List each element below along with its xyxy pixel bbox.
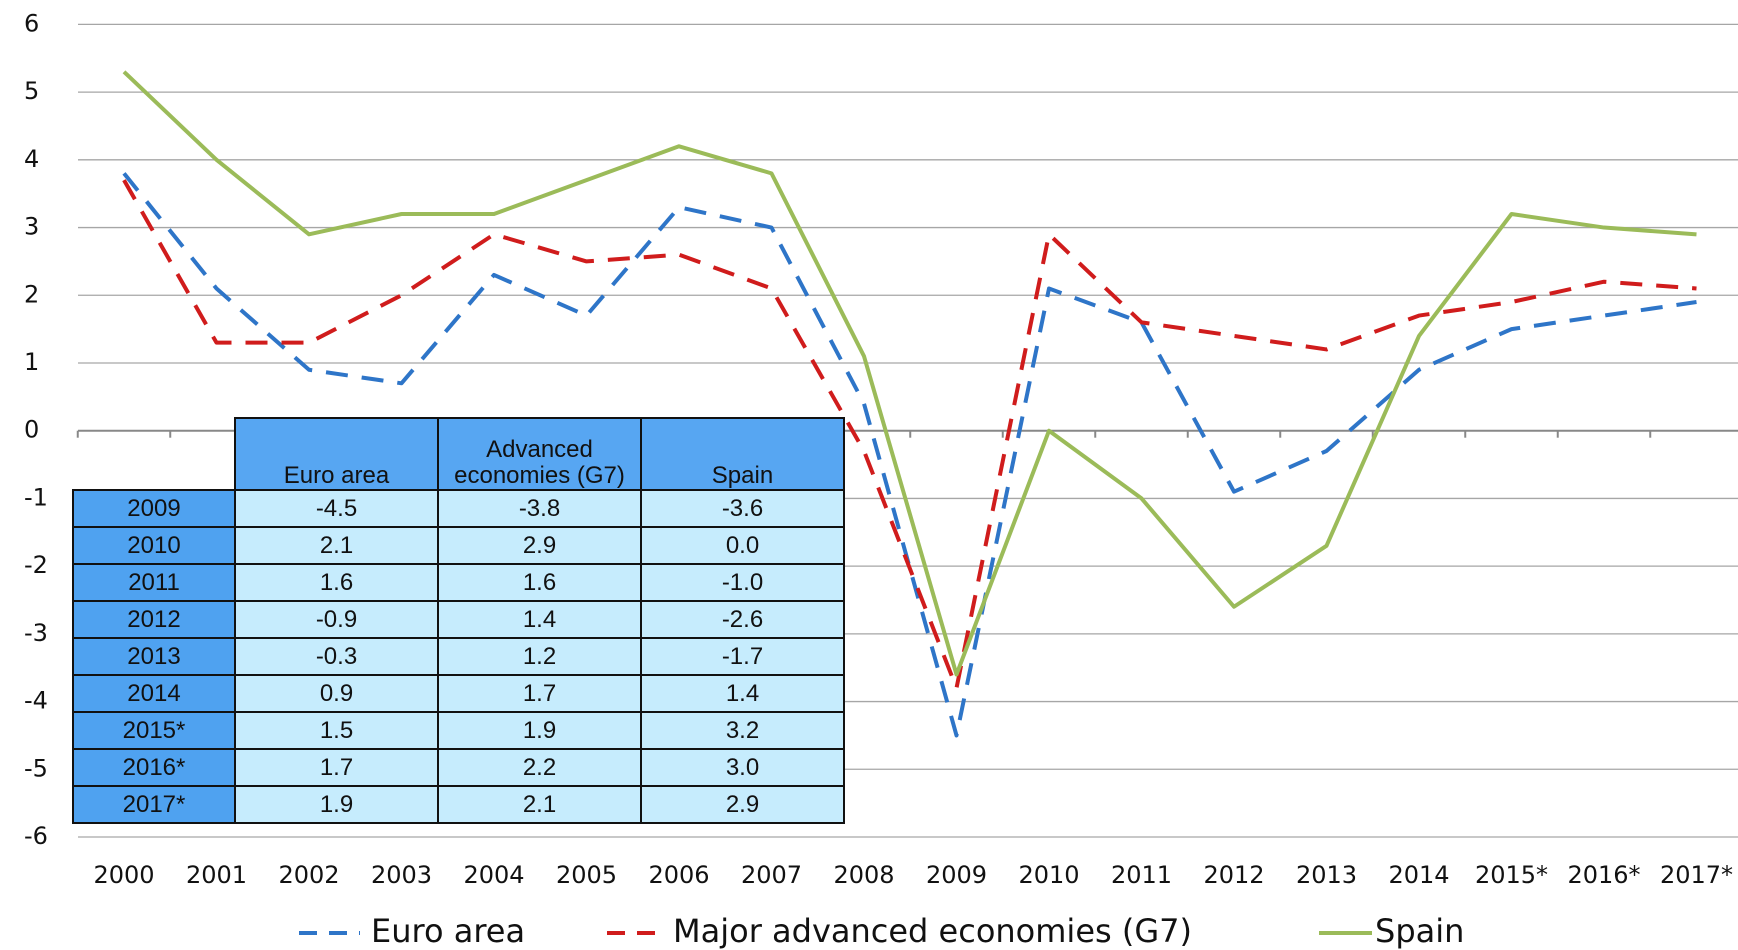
- legend-label: Spain: [1375, 912, 1464, 950]
- table-year: 2012: [72, 600, 236, 639]
- y-tick-label: -6: [24, 822, 48, 850]
- y-tick-label: 1: [24, 348, 39, 376]
- table-row: 2013 -0.3 1.2 -1.7: [72, 637, 845, 676]
- x-tick-label: 2007: [741, 861, 802, 889]
- x-tick-label: 2012: [1203, 861, 1264, 889]
- table-corner: [73, 418, 235, 490]
- y-tick-label: -1: [24, 483, 48, 511]
- table-year: 2014: [72, 674, 236, 713]
- table-cell: 0.0: [640, 526, 845, 565]
- table-cell: 2.1: [437, 785, 642, 824]
- table-cell: -3.6: [640, 489, 845, 528]
- table-row: 2014 0.9 1.7 1.4: [72, 674, 845, 713]
- x-tick-label: 2004: [463, 861, 524, 889]
- table-year: 2013: [72, 637, 236, 676]
- x-tick-label: 2001: [186, 861, 247, 889]
- table-year: 2017*: [72, 785, 236, 824]
- y-tick-label: 6: [24, 9, 39, 37]
- table-cell: 1.4: [437, 600, 642, 639]
- x-tick-label: 2016*: [1567, 861, 1640, 889]
- table-cell: 2.2: [437, 748, 642, 787]
- table-header-row: Euro area Advanced economies (G7) Spain: [73, 417, 845, 491]
- table-cell: 1.9: [437, 711, 642, 750]
- y-tick-label: 5: [24, 77, 39, 105]
- table-cell: 0.9: [234, 674, 439, 713]
- table-header: Advanced economies (G7): [437, 417, 642, 491]
- legend-label: Euro area: [371, 912, 525, 950]
- table-cell: 2.1: [234, 526, 439, 565]
- y-tick-label: -2: [24, 551, 48, 579]
- x-tick-label: 2003: [371, 861, 432, 889]
- table-cell: -0.3: [234, 637, 439, 676]
- table-year: 2016*: [72, 748, 236, 787]
- table-cell: 1.6: [234, 563, 439, 602]
- table-cell: 1.4: [640, 674, 845, 713]
- x-tick-label: 2000: [93, 861, 154, 889]
- x-tick-label: 2017*: [1660, 861, 1733, 889]
- table-cell: 2.9: [437, 526, 642, 565]
- series-line: [122, 70, 1697, 677]
- series-line: [122, 179, 1697, 691]
- x-tick-label: 2005: [556, 861, 617, 889]
- table-row: 2011 1.6 1.6 -1.0: [72, 563, 845, 602]
- table-row: 2016* 1.7 2.2 3.0: [72, 748, 845, 787]
- table-row: 2017* 1.9 2.1 2.9: [72, 785, 845, 824]
- table-cell: 1.9: [234, 785, 439, 824]
- table-cell: 1.7: [437, 674, 642, 713]
- table-cell: 3.0: [640, 748, 845, 787]
- table-row: 2009 -4.5 -3.8 -3.6: [72, 489, 845, 528]
- data-table: Euro area Advanced economies (G7) Spain 200…: [72, 417, 845, 824]
- y-tick-label: 3: [24, 213, 39, 241]
- table-cell: 1.7: [234, 748, 439, 787]
- table-header: Spain: [640, 417, 845, 491]
- table-row: 2010 2.1 2.9 0.0: [72, 526, 845, 565]
- series-line: [122, 172, 1697, 738]
- table-cell: -2.6: [640, 600, 845, 639]
- y-tick-label: 4: [24, 145, 39, 173]
- x-tick-label: 2011: [1111, 861, 1172, 889]
- table-cell: -3.8: [437, 489, 642, 528]
- table-cell: -1.0: [640, 563, 845, 602]
- table-cell: -0.9: [234, 600, 439, 639]
- x-tick-label: 2013: [1296, 861, 1357, 889]
- table-year: 2010: [72, 526, 236, 565]
- table-cell: -4.5: [234, 489, 439, 528]
- x-tick-label: 2010: [1018, 861, 1079, 889]
- table-year: 2011: [72, 563, 236, 602]
- y-tick-label: 2: [24, 280, 39, 308]
- table-year: 2009: [72, 489, 236, 528]
- table-year: 2015*: [72, 711, 236, 750]
- table-cell: 1.6: [437, 563, 642, 602]
- x-tick-label: 2009: [926, 861, 987, 889]
- y-tick-label: -4: [24, 687, 48, 715]
- table-cell: 2.9: [640, 785, 845, 824]
- table-cell: 1.5: [234, 711, 439, 750]
- table-cell: 3.2: [640, 711, 845, 750]
- x-tick-label: 2008: [833, 861, 894, 889]
- table-row: 2012 -0.9 1.4 -2.6: [72, 600, 845, 639]
- table-cell: -1.7: [640, 637, 845, 676]
- x-tick-label: 2006: [648, 861, 709, 889]
- x-tick-label: 2014: [1388, 861, 1449, 889]
- legend-label: Major advanced economies (G7): [673, 912, 1192, 950]
- x-tick-label: 2015*: [1475, 861, 1548, 889]
- table-row: 2015* 1.5 1.9 3.2: [72, 711, 845, 750]
- y-tick-label: -3: [24, 619, 48, 647]
- y-tick-label: 0: [24, 416, 39, 444]
- table-header: Euro area: [234, 417, 439, 491]
- y-tick-label: -5: [24, 754, 48, 782]
- x-tick-label: 2002: [278, 861, 339, 889]
- table-cell: 1.2: [437, 637, 642, 676]
